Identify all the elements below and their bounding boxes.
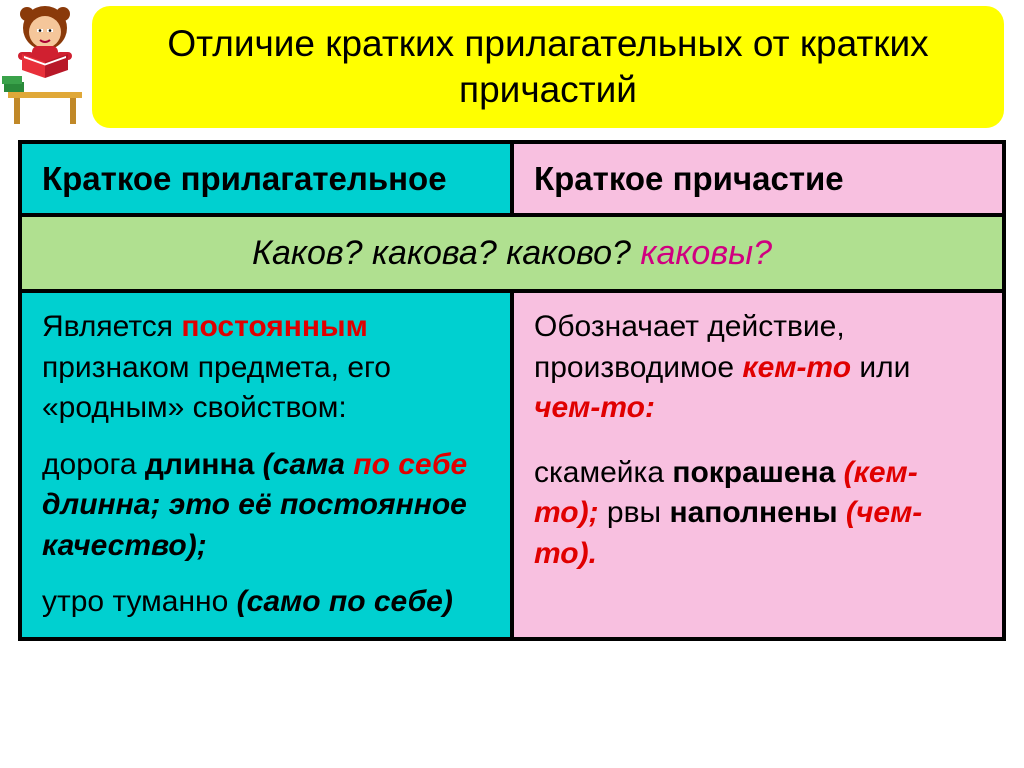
questions-last: каковы?	[640, 234, 772, 272]
body-left-text: Является постоянным признаком предмета, …	[42, 307, 490, 623]
r1c: или	[851, 351, 910, 384]
l2d: по себе	[353, 448, 467, 481]
right-para-2: скамейка покрашена (кем-то); рвы наполне…	[534, 453, 982, 575]
l1b: постоянным	[181, 310, 368, 343]
body-right-text: Обозначает действие, производимое кем-то…	[534, 307, 982, 574]
r1b: кем-то	[742, 351, 851, 384]
r1d: чем-то:	[534, 391, 655, 424]
questions-pre: Каков? какова? каково?	[252, 234, 640, 272]
header-left-cell: Краткое прилагательное	[20, 142, 512, 215]
l2c: (сама	[254, 448, 353, 481]
l1c: признаком предмета, его «родным» свойств…	[42, 351, 391, 425]
questions-text: Каков? какова? каково? каковы?	[252, 234, 772, 272]
l2b: длинна	[145, 448, 254, 481]
left-para-3: утро туманно (само по себе)	[42, 582, 490, 623]
table-header-row: Краткое прилагательное Краткое причастие	[20, 142, 1004, 215]
l3b: (само по себе)	[237, 585, 453, 618]
questions-cell: Каков? какова? каково? каковы?	[20, 215, 1004, 291]
header-right-text: Краткое причастие	[534, 158, 982, 199]
left-para-2: дорога длинна (сама по себе длинна; это …	[42, 445, 490, 567]
table-questions-row: Каков? какова? каково? каковы?	[20, 215, 1004, 291]
title-box: Отличие кратких прилагательных от кратки…	[92, 6, 1004, 128]
header-left-text: Краткое прилагательное	[42, 158, 490, 199]
left-para-1: Является постоянным признаком предмета, …	[42, 307, 490, 429]
table-body-row: Является постоянным признаком предмета, …	[20, 291, 1004, 639]
r2d: рвы	[599, 496, 670, 529]
header-right-cell: Краткое причастие	[512, 142, 1004, 215]
comparison-table: Краткое прилагательное Краткое причастие…	[18, 140, 1006, 641]
right-para-1: Обозначает действие, производимое кем-то…	[534, 307, 982, 429]
r2b: покрашена	[672, 456, 835, 489]
slide: Отличие кратких прилагательных от кратки…	[0, 0, 1024, 768]
body-right-cell: Обозначает действие, производимое кем-то…	[512, 291, 1004, 639]
l3a: утро туманно	[42, 585, 237, 618]
r2e: наполнены	[669, 496, 837, 529]
l1a: Является	[42, 310, 181, 343]
reader-illustration	[0, 0, 90, 130]
l2e: длинна; это её постоянное качество);	[42, 488, 467, 562]
l2a: дорога	[42, 448, 145, 481]
body-left-cell: Является постоянным признаком предмета, …	[20, 291, 512, 639]
r2a: скамейка	[534, 456, 672, 489]
title-text: Отличие кратких прилагательных от кратки…	[122, 21, 974, 114]
